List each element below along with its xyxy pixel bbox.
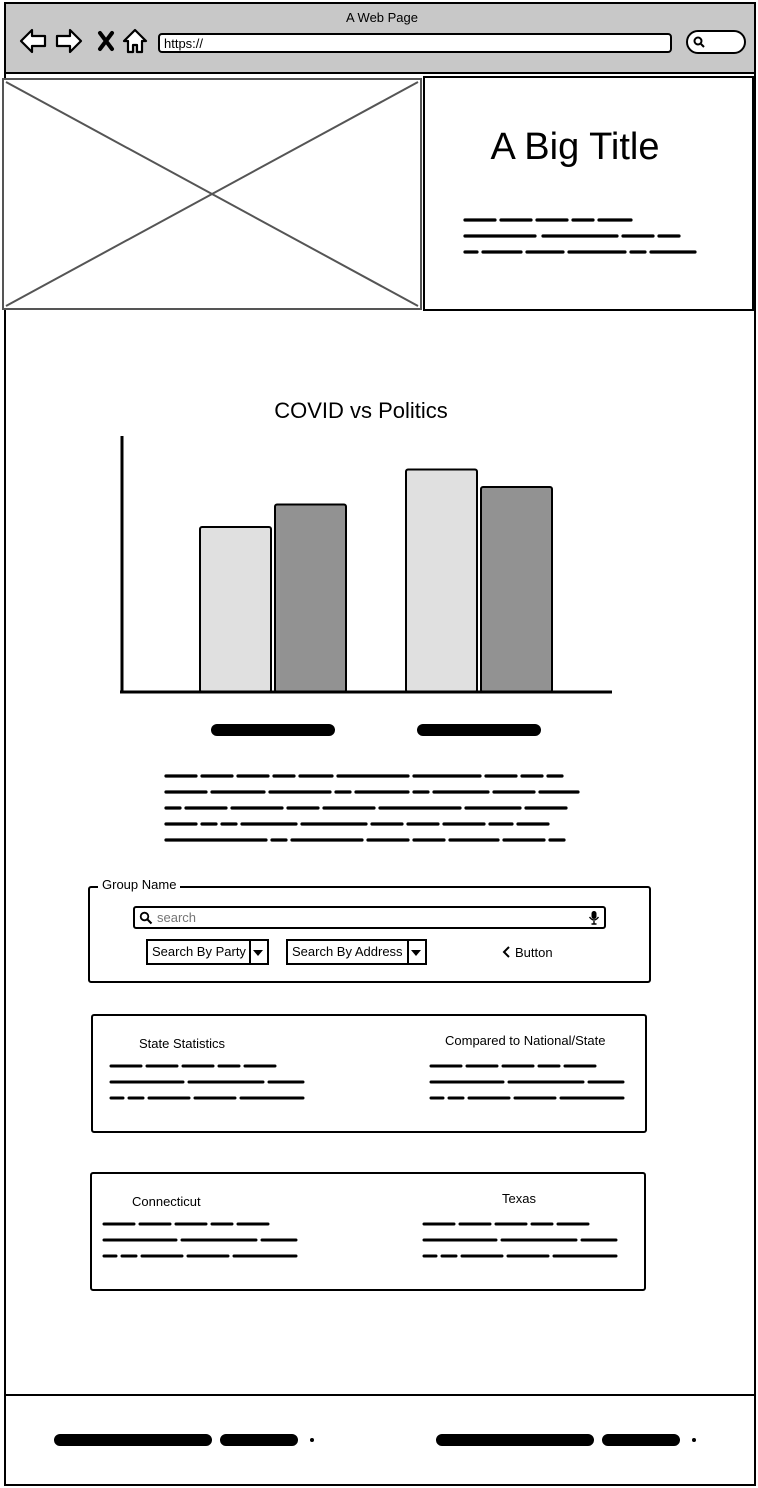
placeholder-paragraph [164,774,580,842]
hero-text-panel: A Big Title [423,76,754,311]
texas-title: Texas [502,1191,536,1206]
button-label: Button [515,945,553,960]
compared-title: Compared to National/State [445,1033,606,1048]
connecticut-title: Connecticut [132,1194,201,1209]
footer-placeholder-right [436,1434,696,1446]
back-arrow-icon[interactable] [18,26,48,56]
search-group [88,886,651,983]
bar-1-series-1 [199,526,272,693]
chevron-left-icon [502,946,510,958]
microphone-icon[interactable] [588,910,600,925]
dropdown-label: Search By Party [152,944,246,959]
footer-placeholder-left [54,1434,314,1446]
close-icon[interactable] [92,26,122,56]
chevron-down-icon [407,941,425,963]
window-title: A Web Page [345,10,419,25]
group-legend: Group Name [98,877,181,892]
placeholder-text-block [422,1222,618,1258]
footer [4,1394,756,1486]
home-icon[interactable] [120,26,150,56]
search-bar[interactable] [133,906,606,929]
state-comparison-panel: Connecticut Texas [90,1172,646,1291]
bar-2-series-2 [480,486,553,693]
placeholder-text-block [429,1064,625,1100]
browser-toolbar: A Web Page https:// [4,2,756,74]
bar-chart [120,436,612,736]
url-bar[interactable]: https:// [158,33,672,53]
placeholder-text-block [109,1064,305,1100]
forward-arrow-icon[interactable] [54,26,84,56]
search-by-party-dropdown[interactable]: Search By Party [146,939,269,965]
browser-search-button[interactable] [686,30,746,54]
search-icon [139,911,153,925]
state-statistics-panel: State Statistics Compared to National/St… [91,1014,647,1133]
chevron-down-icon [249,941,267,963]
chart-title: COVID vs Politics [274,398,448,423]
bar-1-series-2 [274,503,347,693]
search-by-address-dropdown[interactable]: Search By Address [286,939,427,965]
bar-2-series-1 [405,468,478,693]
state-statistics-title: State Statistics [139,1036,225,1051]
dropdown-label: Search By Address [292,944,403,959]
placeholder-text-block [463,218,697,254]
page-title: A Big Title [490,126,660,168]
image-placeholder [2,78,422,310]
url-text: https:// [164,36,204,51]
search-input[interactable] [155,909,575,926]
placeholder-text-block [102,1222,298,1258]
group-button[interactable]: Button [502,945,553,960]
search-icon [693,36,705,48]
